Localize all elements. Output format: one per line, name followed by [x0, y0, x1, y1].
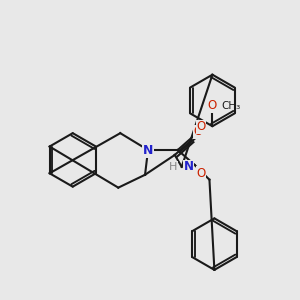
Text: O: O — [194, 125, 203, 138]
Text: N: N — [143, 143, 153, 157]
Text: N: N — [184, 160, 194, 173]
Text: O: O — [196, 120, 206, 133]
Text: CH₃: CH₃ — [221, 101, 241, 111]
Text: O: O — [208, 99, 217, 112]
Text: O: O — [196, 167, 206, 180]
Text: H: H — [169, 162, 178, 172]
